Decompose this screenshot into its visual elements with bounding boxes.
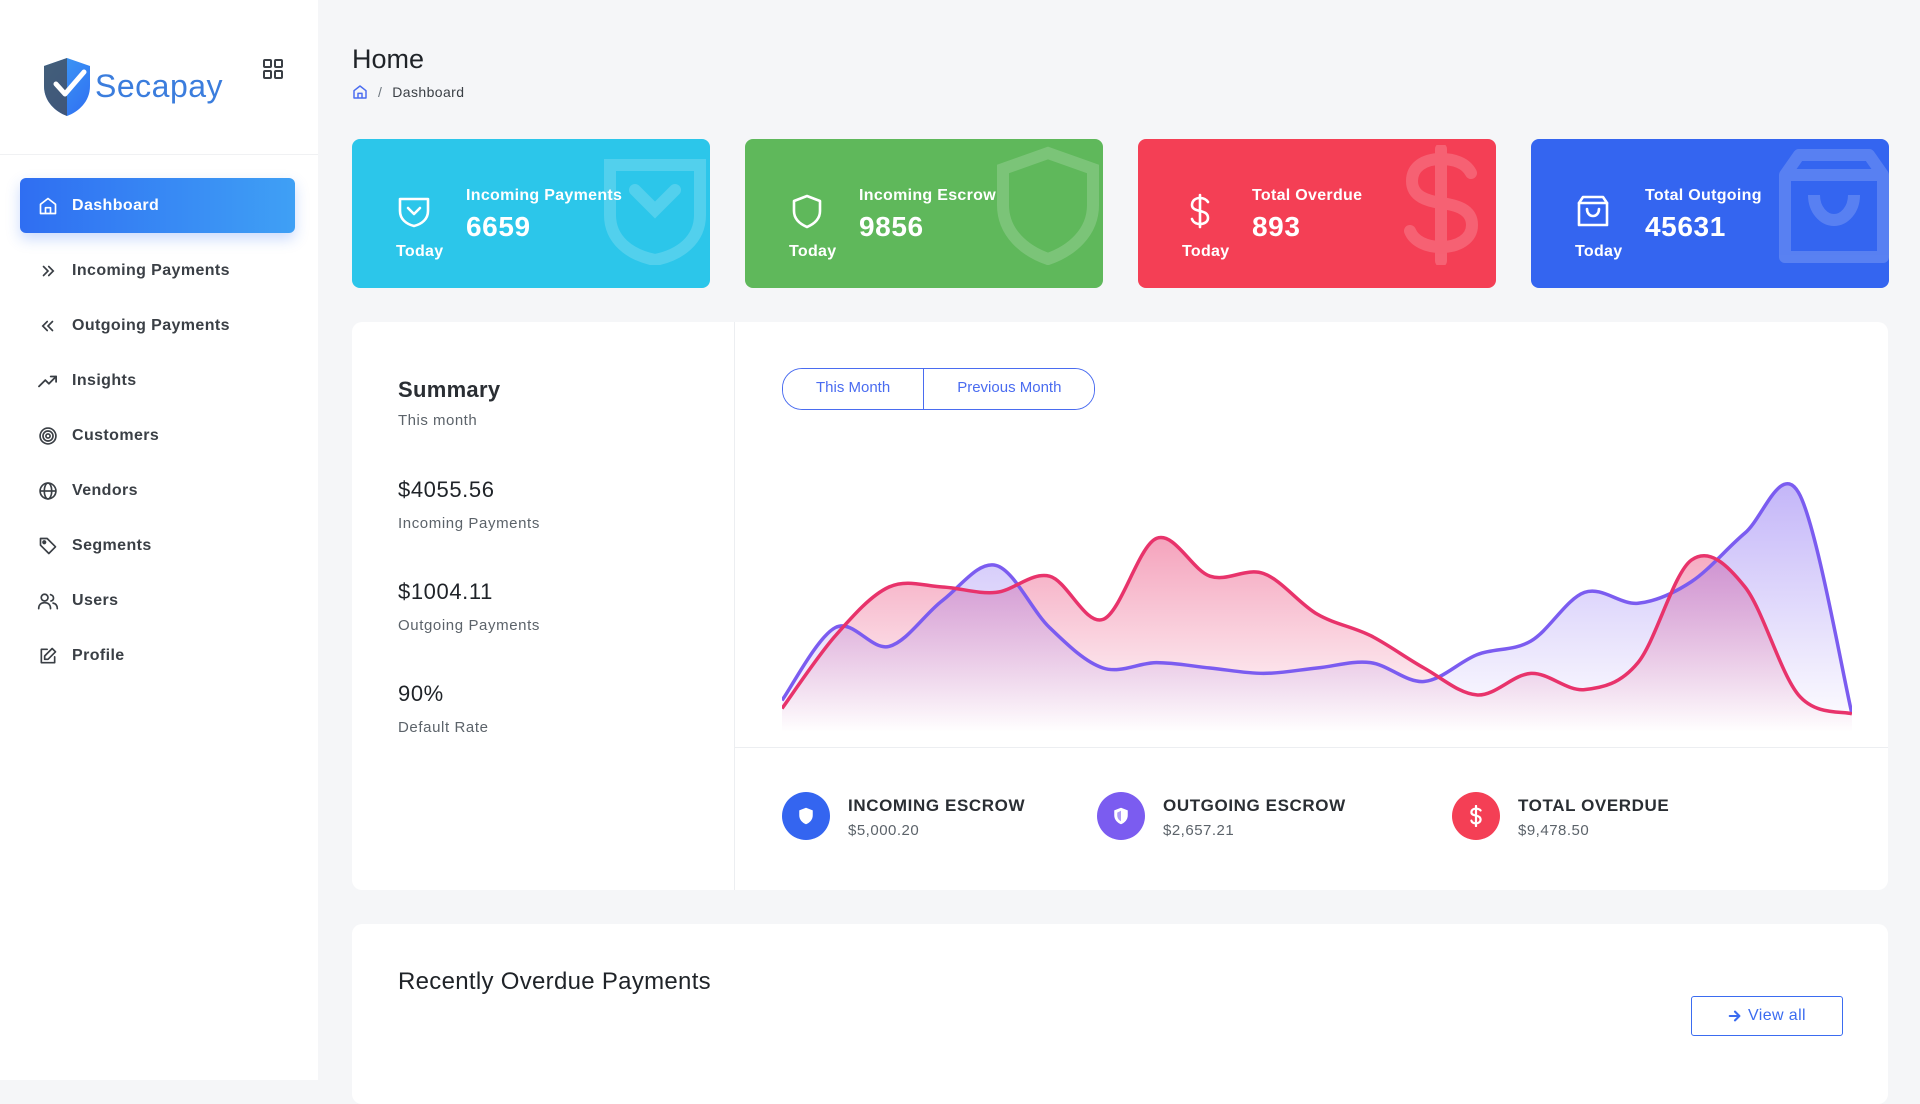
summary-panel: Summary This month $4055.56 Incoming Pay… (352, 322, 1888, 890)
summary-title: Summary (398, 377, 501, 402)
stat-period: Today (396, 243, 444, 260)
sidebar-item-customers[interactable]: Customers (20, 408, 295, 463)
sidebar-item-label: Segments (72, 536, 152, 554)
sidebar-item-label: Customers (72, 426, 160, 444)
sidebar-item-profile[interactable]: Profile (20, 628, 295, 683)
period-toggle: This Month Previous Month (782, 368, 1096, 410)
sidebar-item-vendors[interactable]: Vendors (20, 463, 295, 518)
sidebar-item-users[interactable]: Users (20, 573, 295, 628)
stat-period: Today (789, 243, 837, 260)
sidebar: Secapay Dashboard Incoming Payments Outg… (0, 0, 318, 1080)
metric-value-default-rate: 90% (398, 681, 444, 706)
stat-period: Today (1575, 243, 1623, 260)
home-icon[interactable] (352, 84, 368, 100)
shield-icon (799, 807, 813, 825)
globe-icon (36, 479, 60, 503)
target-icon (36, 424, 60, 448)
grid-menu-icon[interactable] (262, 58, 284, 80)
sidebar-item-outgoing-payments[interactable]: Outgoing Payments (20, 298, 295, 353)
view-all-button[interactable]: View all (1691, 996, 1843, 1036)
legend-dot (1097, 792, 1145, 840)
secapay-logo-icon (44, 58, 90, 116)
stat-value: 9856 (859, 211, 924, 242)
sidebar-item-label: Vendors (72, 481, 138, 499)
sidebar-item-label: Insights (72, 371, 137, 389)
sidebar-item-segments[interactable]: Segments (20, 518, 295, 573)
chart-line-series-1 (782, 535, 1852, 716)
legend-dot (1452, 792, 1500, 840)
metric-label-default-rate: Default Rate (398, 719, 489, 736)
stat-value: 45631 (1645, 211, 1726, 242)
summary-chart (782, 482, 1852, 732)
stat-card-incoming-payments[interactable]: Incoming Payments 6659 Today (352, 139, 710, 288)
breadcrumb-separator: / (378, 84, 383, 100)
legend-name: TOTAL OVERDUE (1518, 796, 1670, 815)
sidebar-item-label: Outgoing Payments (72, 316, 230, 334)
metric-label-incoming: Incoming Payments (398, 515, 540, 532)
shield-icon (997, 146, 1099, 265)
stat-value: 893 (1252, 211, 1301, 242)
sidebar-item-label: Dashboard (72, 196, 160, 214)
shield-half-icon (1114, 807, 1128, 825)
sidebar-item-label: Profile (72, 646, 125, 664)
shield-icon (792, 194, 822, 229)
legend-value: $5,000.20 (848, 822, 920, 839)
home-icon (36, 194, 60, 218)
tag-icon (36, 534, 60, 558)
divider (735, 747, 1888, 748)
divider (734, 322, 735, 890)
view-all-label: View all (1747, 1007, 1807, 1024)
stat-card-incoming-escrow[interactable]: Incoming Escrow 9856 Today (745, 139, 1103, 288)
metric-label-outgoing: Outgoing Payments (398, 617, 540, 634)
metric-value-incoming: $4055.56 (398, 477, 495, 502)
previous-month-button[interactable]: Previous Month (923, 369, 1095, 409)
metric-value-outgoing: $1004.11 (398, 579, 493, 604)
chevrons-right-icon (36, 259, 60, 283)
sidebar-item-dashboard[interactable]: Dashboard (20, 178, 295, 233)
legend-value: $2,657.21 (1163, 822, 1235, 839)
dollar-icon (1404, 145, 1479, 265)
inbox-shield-icon (398, 197, 430, 228)
stat-title: Incoming Escrow (859, 187, 996, 204)
overdue-title: Recently Overdue Payments (398, 968, 711, 995)
sidebar-item-incoming-payments[interactable]: Incoming Payments (20, 243, 295, 298)
shopping-bag-icon (1779, 149, 1889, 263)
overdue-panel: Recently Overdue Payments View all (352, 924, 1888, 1104)
trending-up-icon (36, 369, 60, 393)
arrow-right-icon (1728, 1010, 1741, 1022)
legend-value: $9,478.50 (1518, 822, 1590, 839)
brand-name: Secapay (95, 68, 224, 104)
sidebar-item-label: Incoming Payments (72, 261, 230, 279)
stat-title: Incoming Payments (466, 187, 623, 204)
inbox-shield-icon (604, 159, 706, 265)
chevrons-left-icon (36, 314, 60, 338)
stat-value: 6659 (466, 211, 531, 242)
dollar-icon (1470, 805, 1482, 827)
dollar-icon (1190, 193, 1210, 229)
users-icon (36, 589, 60, 613)
breadcrumb: / Dashboard (352, 84, 464, 100)
stat-card-total-overdue[interactable]: Total Overdue 893 Today (1138, 139, 1496, 288)
legend-dot (782, 792, 830, 840)
sidebar-item-insights[interactable]: Insights (20, 353, 295, 408)
legend-name: OUTGOING ESCROW (1163, 796, 1346, 815)
this-month-button[interactable]: This Month (783, 369, 924, 409)
legend-name: INCOMING ESCROW (848, 796, 1026, 815)
shopping-bag-icon (1577, 195, 1609, 227)
summary-subtitle: This month (398, 412, 478, 429)
brand: Secapay (0, 28, 318, 155)
edit-icon (36, 644, 60, 668)
breadcrumb-current: Dashboard (392, 84, 465, 100)
stat-title: Total Outgoing (1645, 187, 1762, 204)
sidebar-nav: Dashboard Incoming Payments Outgoing Pay… (0, 178, 318, 683)
chart-area-series-2 (782, 483, 1852, 732)
page-title: Home (352, 44, 425, 74)
stat-title: Total Overdue (1252, 187, 1363, 204)
stat-period: Today (1182, 243, 1230, 260)
sidebar-item-label: Users (72, 591, 119, 609)
stat-card-total-outgoing[interactable]: Total Outgoing 45631 Today (1531, 139, 1889, 288)
